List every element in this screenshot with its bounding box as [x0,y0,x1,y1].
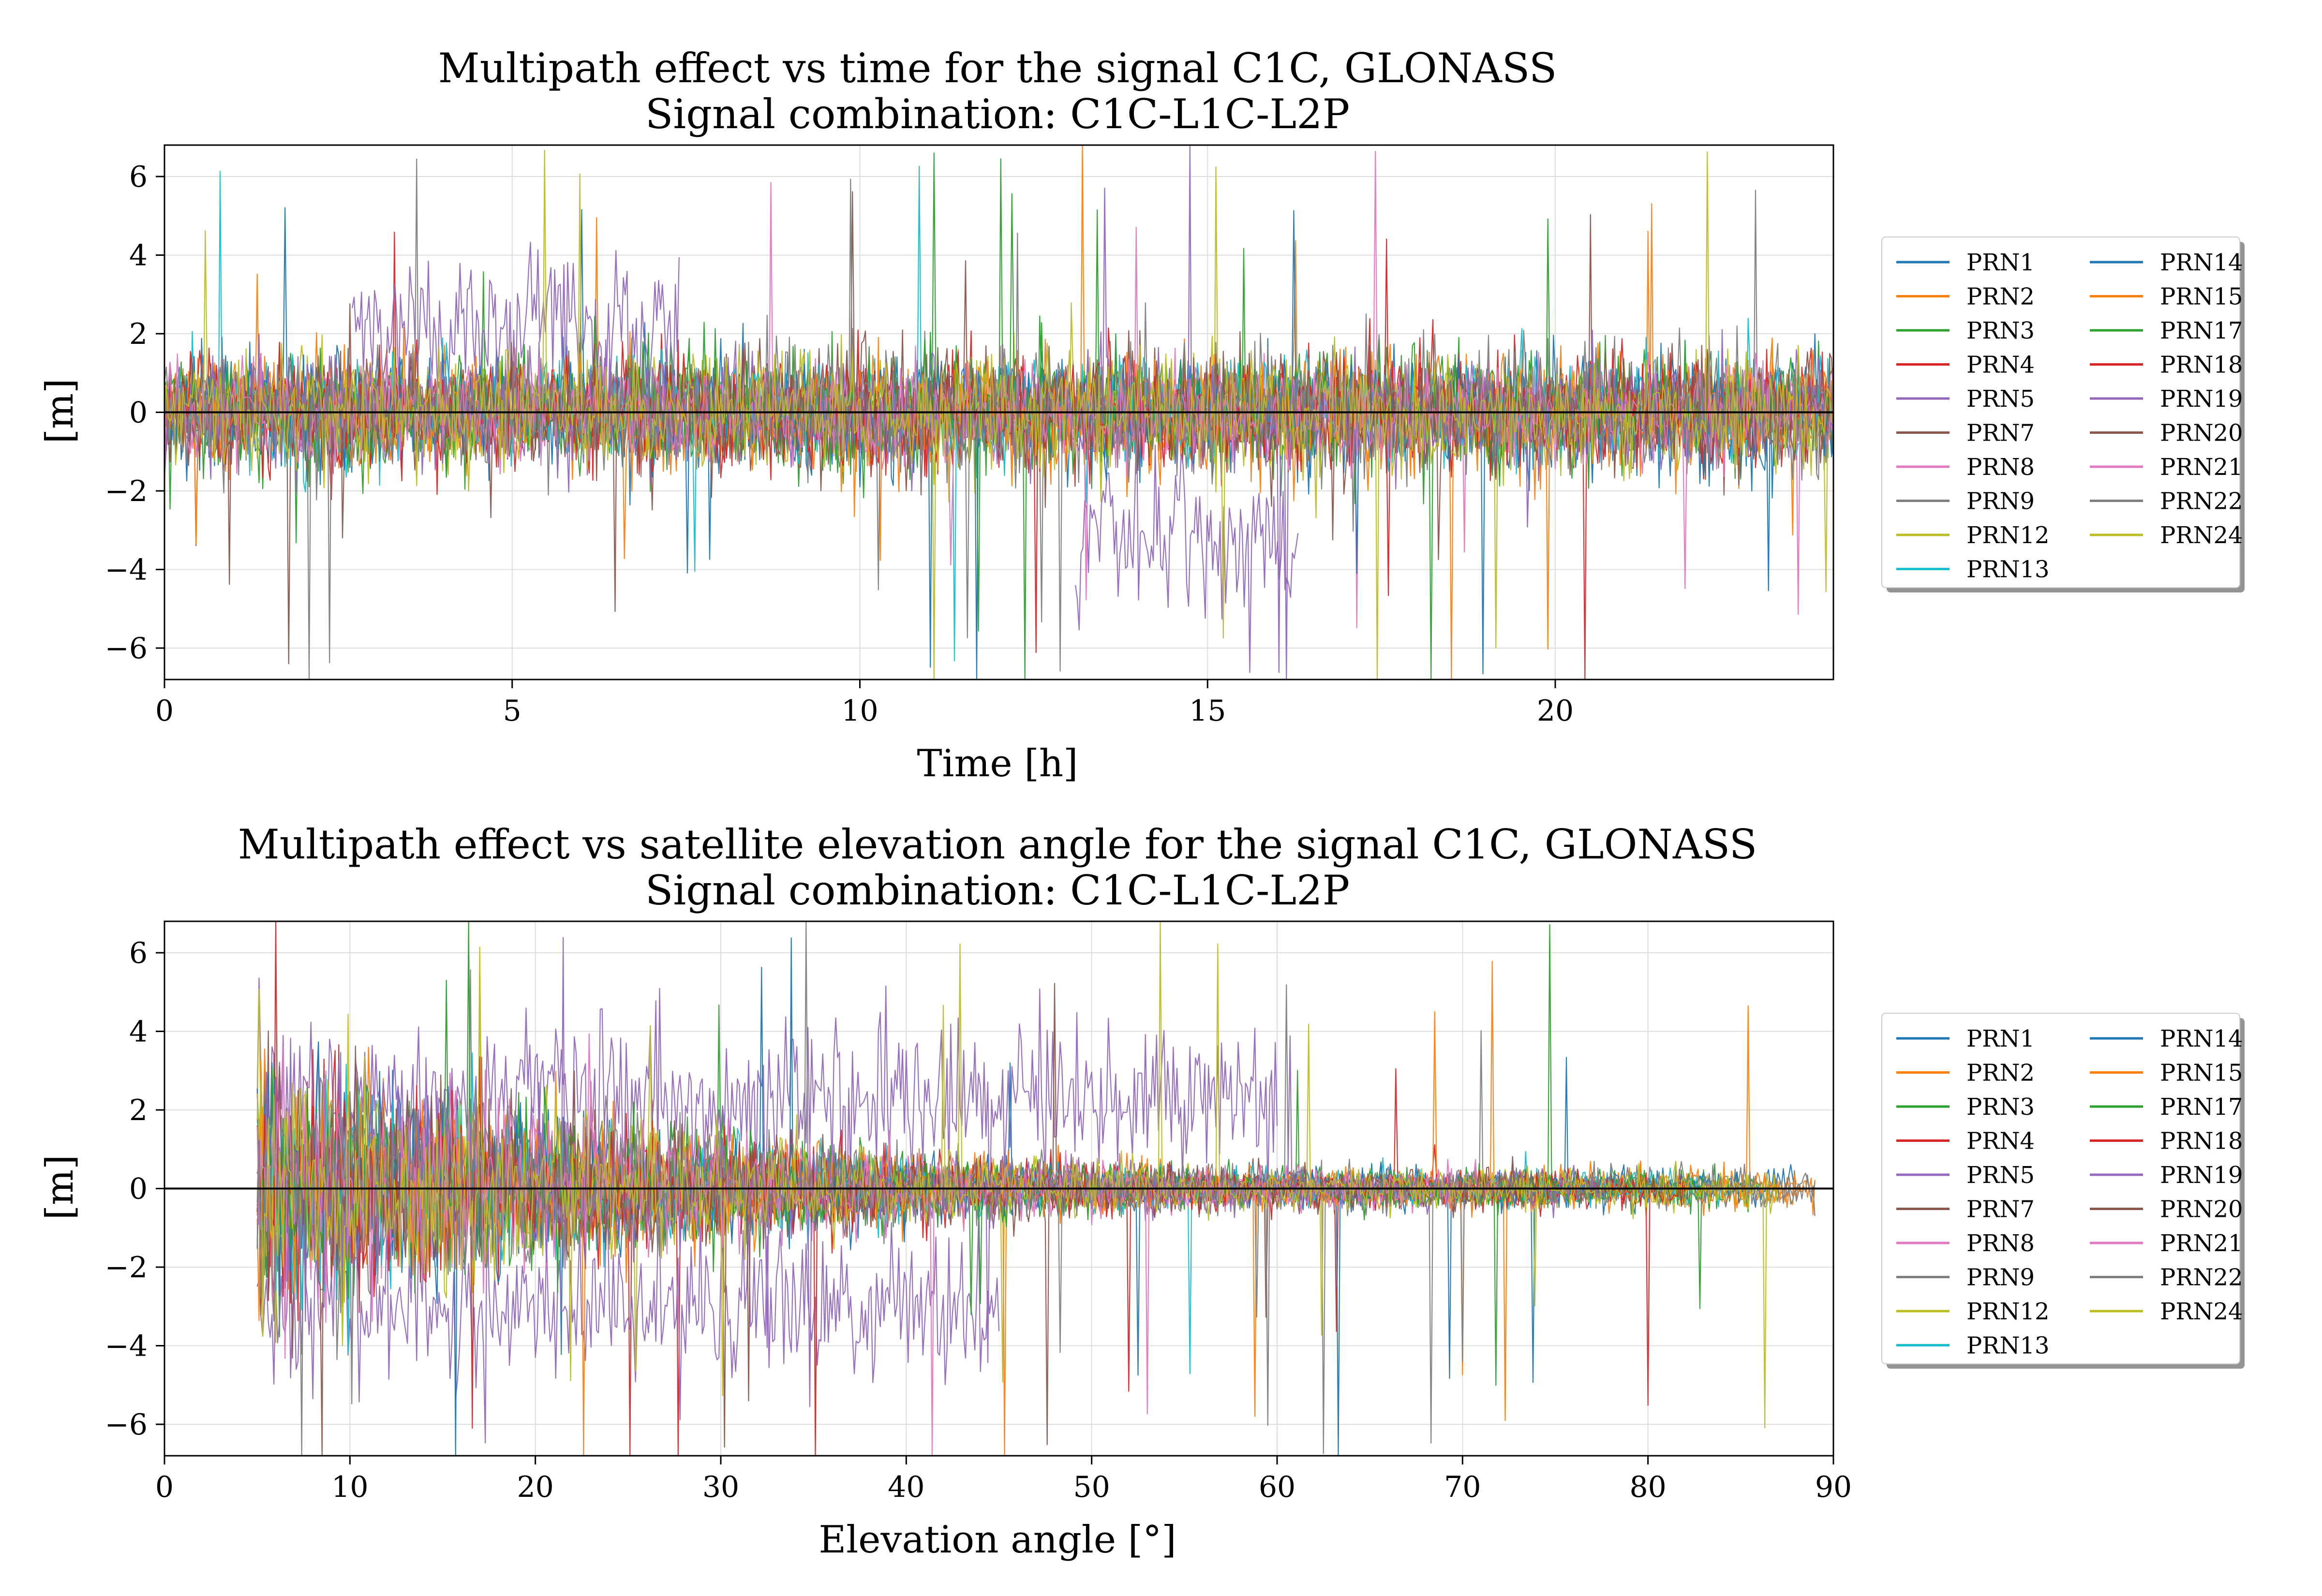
legend-label-prn4: PRN4 [1966,1128,2035,1155]
legend-label-prn9: PRN9 [1966,488,2035,515]
legend-label-prn8: PRN8 [1966,454,2035,481]
series-line-prn22 [256,921,1816,1444]
time-chart-title: Multipath effect vs time for the signal … [438,44,1557,92]
series-line-prn24 [164,149,1833,680]
y-tick-label: −4 [105,1330,148,1363]
time-x-axis-label: Time [h] [917,742,1078,785]
legend-label-prn18: PRN18 [2160,352,2243,379]
legend-label-prn3: PRN3 [1966,317,2035,344]
elevation-chart-subtitle: Signal combination: C1C-L1C-L2P [645,867,1350,914]
y-tick-label: −2 [105,474,148,508]
x-tick-label: 70 [1444,1470,1481,1504]
series-line-prn21 [164,151,1833,615]
y-tick-label: 6 [129,936,148,970]
elevation-panel: Multipath effect vs satellite elevation … [38,821,2245,1562]
legend-label-prn14: PRN14 [2160,1025,2243,1052]
legend-label-prn1: PRN1 [1966,1025,2035,1052]
legend-label-prn8: PRN8 [1966,1230,2035,1257]
legend-label-prn21: PRN21 [2160,454,2243,481]
y-tick-label: −2 [105,1251,148,1285]
x-tick-label: 0 [155,1470,174,1504]
legend-label-prn1: PRN1 [1966,249,2035,276]
y-tick-label: 2 [129,1094,148,1127]
time-series-group [164,145,1833,680]
y-tick-label: −6 [105,632,148,665]
legend-label-prn12: PRN12 [1966,522,2050,549]
legend-label-prn9: PRN9 [1966,1264,2035,1291]
y-tick-label: −6 [105,1408,148,1442]
legend-label-prn24: PRN24 [2160,522,2243,549]
legend-label-prn13: PRN13 [1966,1332,2050,1360]
legend-box [1881,1013,2240,1364]
legend-label-prn20: PRN20 [2160,1196,2243,1223]
legend-label-prn5: PRN5 [1966,385,2035,413]
legend-box [1881,236,2240,588]
time-chart-subtitle: Signal combination: C1C-L1C-L2P [645,90,1350,138]
x-tick-label: 40 [888,1470,924,1504]
elevation-y-ticks: −6 −4 −2 0 2 4 6 [105,936,164,1442]
legend-label-prn19: PRN19 [2160,1162,2243,1189]
elevation-chart-title: Multipath effect vs satellite elevation … [238,821,1757,868]
legend-label-prn15: PRN15 [2160,283,2243,310]
legend-label-prn22: PRN22 [2160,1264,2243,1291]
legend-label-prn20: PRN20 [2160,420,2243,447]
legend-label-prn15: PRN15 [2160,1060,2243,1087]
legend-label-prn2: PRN2 [1966,283,2035,310]
legend-label-prn4: PRN4 [1966,352,2035,379]
legend-label-prn19: PRN19 [2160,385,2243,413]
y-tick-label: 4 [129,1015,148,1049]
y-tick-label: 0 [129,1172,148,1206]
x-tick-label: 20 [1537,694,1574,728]
time-y-axis-label: [m] [38,379,82,444]
x-tick-label: 15 [1189,694,1226,728]
time-panel: Multipath effect vs time for the signal … [38,44,2245,785]
legend-label-prn18: PRN18 [2160,1128,2243,1155]
legend-label-prn2: PRN2 [1966,1060,2035,1087]
x-tick-label: 80 [1629,1470,1666,1504]
x-tick-label: 5 [503,694,521,728]
legend-label-prn12: PRN12 [1966,1298,2050,1325]
x-tick-label: 60 [1259,1470,1295,1504]
y-tick-label: 4 [129,239,148,273]
x-tick-label: 10 [841,694,878,728]
y-tick-label: 2 [129,317,148,351]
legend-label-prn14: PRN14 [2160,249,2243,276]
legend-label-prn17: PRN17 [2160,317,2243,344]
y-tick-label: 6 [129,160,148,194]
legend-label-prn21: PRN21 [2160,1230,2243,1257]
legend-label-prn22: PRN22 [2160,488,2243,515]
elevation-legend: PRN1 PRN2 PRN3 PRN4 PRN5 PRN7 PRN8 PRN9 PRN12 PRN… [1881,1013,2245,1369]
legend-label-prn24: PRN24 [2160,1298,2243,1325]
legend-label-prn5: PRN5 [1966,1162,2035,1189]
legend-label-prn7: PRN7 [1966,1196,2035,1223]
x-tick-label: 10 [331,1470,368,1504]
legend-label-prn17: PRN17 [2160,1094,2243,1121]
x-tick-label: 0 [155,694,174,728]
x-tick-label: 50 [1073,1470,1110,1504]
x-tick-label: 20 [517,1470,553,1504]
x-tick-label: 90 [1815,1470,1852,1504]
elevation-x-ticks: 0 10 20 30 40 50 60 70 80 90 [155,1456,1852,1504]
x-tick-label: 30 [702,1470,739,1504]
time-legend: PRN1 PRN2 PRN3 PRN4 PRN5 PRN7 PRN8 PRN9 PRN12 PRN… [1881,236,2245,592]
elevation-y-axis-label: [m] [38,1155,82,1220]
elevation-x-axis-label: Elevation angle [°] [819,1518,1176,1562]
time-x-ticks: 0 5 10 15 20 [155,680,1574,728]
y-tick-label: −4 [105,553,148,587]
legend-label-prn13: PRN13 [1966,556,2050,583]
y-tick-label: 0 [129,396,148,430]
series-line-prn18 [164,318,1833,653]
legend-label-prn3: PRN3 [1966,1094,2035,1121]
legend-label-prn7: PRN7 [1966,420,2035,447]
time-y-ticks: −6 −4 −2 0 2 4 6 [105,160,164,665]
